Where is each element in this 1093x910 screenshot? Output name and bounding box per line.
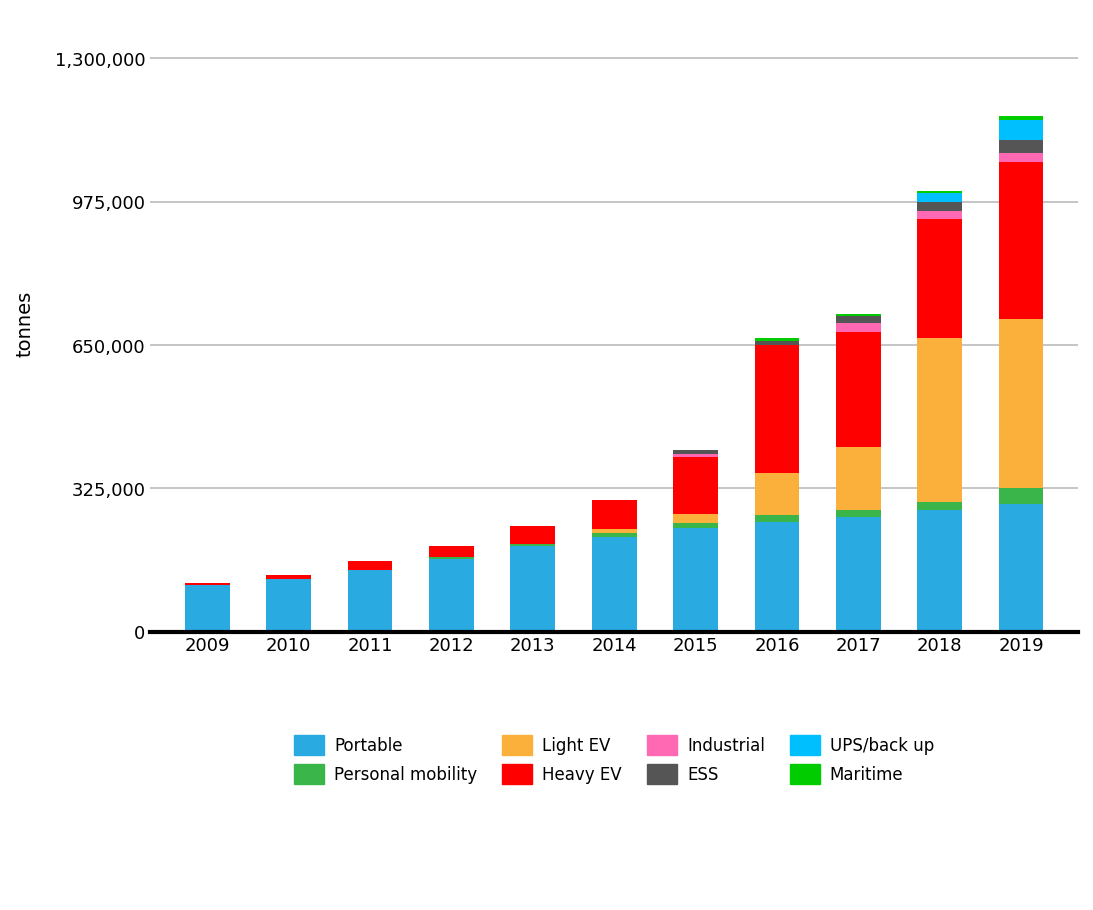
Bar: [917, 211, 962, 220]
Bar: [917, 511, 962, 632]
Bar: [754, 339, 799, 341]
Bar: [591, 530, 636, 533]
Bar: [999, 489, 1044, 504]
Bar: [348, 571, 392, 632]
Bar: [999, 116, 1044, 121]
Bar: [510, 526, 555, 544]
Bar: [673, 529, 718, 632]
Bar: [999, 163, 1044, 319]
Bar: [836, 317, 881, 323]
Bar: [591, 537, 636, 632]
Bar: [673, 450, 718, 455]
Bar: [185, 586, 230, 632]
Bar: [430, 557, 473, 560]
Bar: [836, 511, 881, 518]
Bar: [917, 339, 962, 502]
Bar: [836, 447, 881, 511]
Bar: [754, 515, 799, 521]
Bar: [917, 191, 962, 194]
Bar: [917, 194, 962, 202]
Bar: [430, 546, 473, 557]
Bar: [673, 523, 718, 529]
Bar: [999, 319, 1044, 489]
Legend: Portable, Personal mobility, Light EV, Heavy EV, Industrial, ESS, UPS/back up, M: Portable, Personal mobility, Light EV, H…: [286, 727, 942, 793]
Bar: [917, 220, 962, 339]
Bar: [754, 473, 799, 515]
Bar: [999, 121, 1044, 140]
Bar: [591, 501, 636, 530]
Bar: [754, 346, 799, 473]
Bar: [836, 518, 881, 632]
Bar: [754, 521, 799, 632]
Y-axis label: tonnes: tonnes: [15, 290, 34, 357]
Bar: [999, 154, 1044, 163]
Bar: [673, 455, 718, 457]
Bar: [917, 502, 962, 511]
Bar: [673, 514, 718, 523]
Bar: [510, 546, 555, 632]
Bar: [836, 332, 881, 447]
Bar: [999, 140, 1044, 154]
Bar: [185, 583, 230, 586]
Bar: [267, 579, 312, 632]
Bar: [673, 457, 718, 514]
Bar: [754, 341, 799, 346]
Bar: [836, 315, 881, 317]
Bar: [348, 561, 392, 571]
Bar: [917, 202, 962, 211]
Bar: [510, 544, 555, 546]
Bar: [267, 575, 312, 579]
Bar: [430, 560, 473, 632]
Bar: [591, 533, 636, 537]
Bar: [836, 323, 881, 332]
Bar: [999, 504, 1044, 632]
